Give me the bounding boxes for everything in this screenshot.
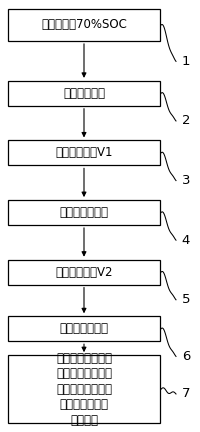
Bar: [8, 9, 160, 41]
Text: 测量开路电压V2: 测量开路电压V2: [55, 266, 113, 279]
Text: 充电到小于70%SOC: 充电到小于70%SOC: [41, 18, 127, 32]
Text: 4: 4: [182, 234, 190, 247]
Text: 6: 6: [182, 350, 190, 363]
Text: 2: 2: [182, 114, 190, 127]
Text: 计算电压下降量: 计算电压下降量: [60, 322, 109, 335]
Text: 测量开路电压V1: 测量开路电压V1: [55, 146, 113, 159]
Text: 自放电一段时间: 自放电一段时间: [60, 206, 109, 219]
Bar: [8, 260, 160, 285]
Bar: [8, 355, 160, 423]
Text: 7: 7: [182, 388, 190, 400]
Bar: [8, 316, 160, 341]
Text: 将电压下降量同标
准值比较，大于标
准值的为不合格品
小于等于标准值
的为良品: 将电压下降量同标 准值比较，大于标 准值的为不合格品 小于等于标准值 的为良品: [56, 352, 112, 427]
Text: 1: 1: [182, 55, 190, 68]
Text: 5: 5: [182, 293, 190, 306]
Bar: [8, 140, 160, 165]
Text: 3: 3: [182, 174, 190, 187]
Bar: [8, 200, 160, 225]
Bar: [8, 81, 160, 106]
Text: 稳定一段时间: 稳定一段时间: [63, 87, 105, 100]
